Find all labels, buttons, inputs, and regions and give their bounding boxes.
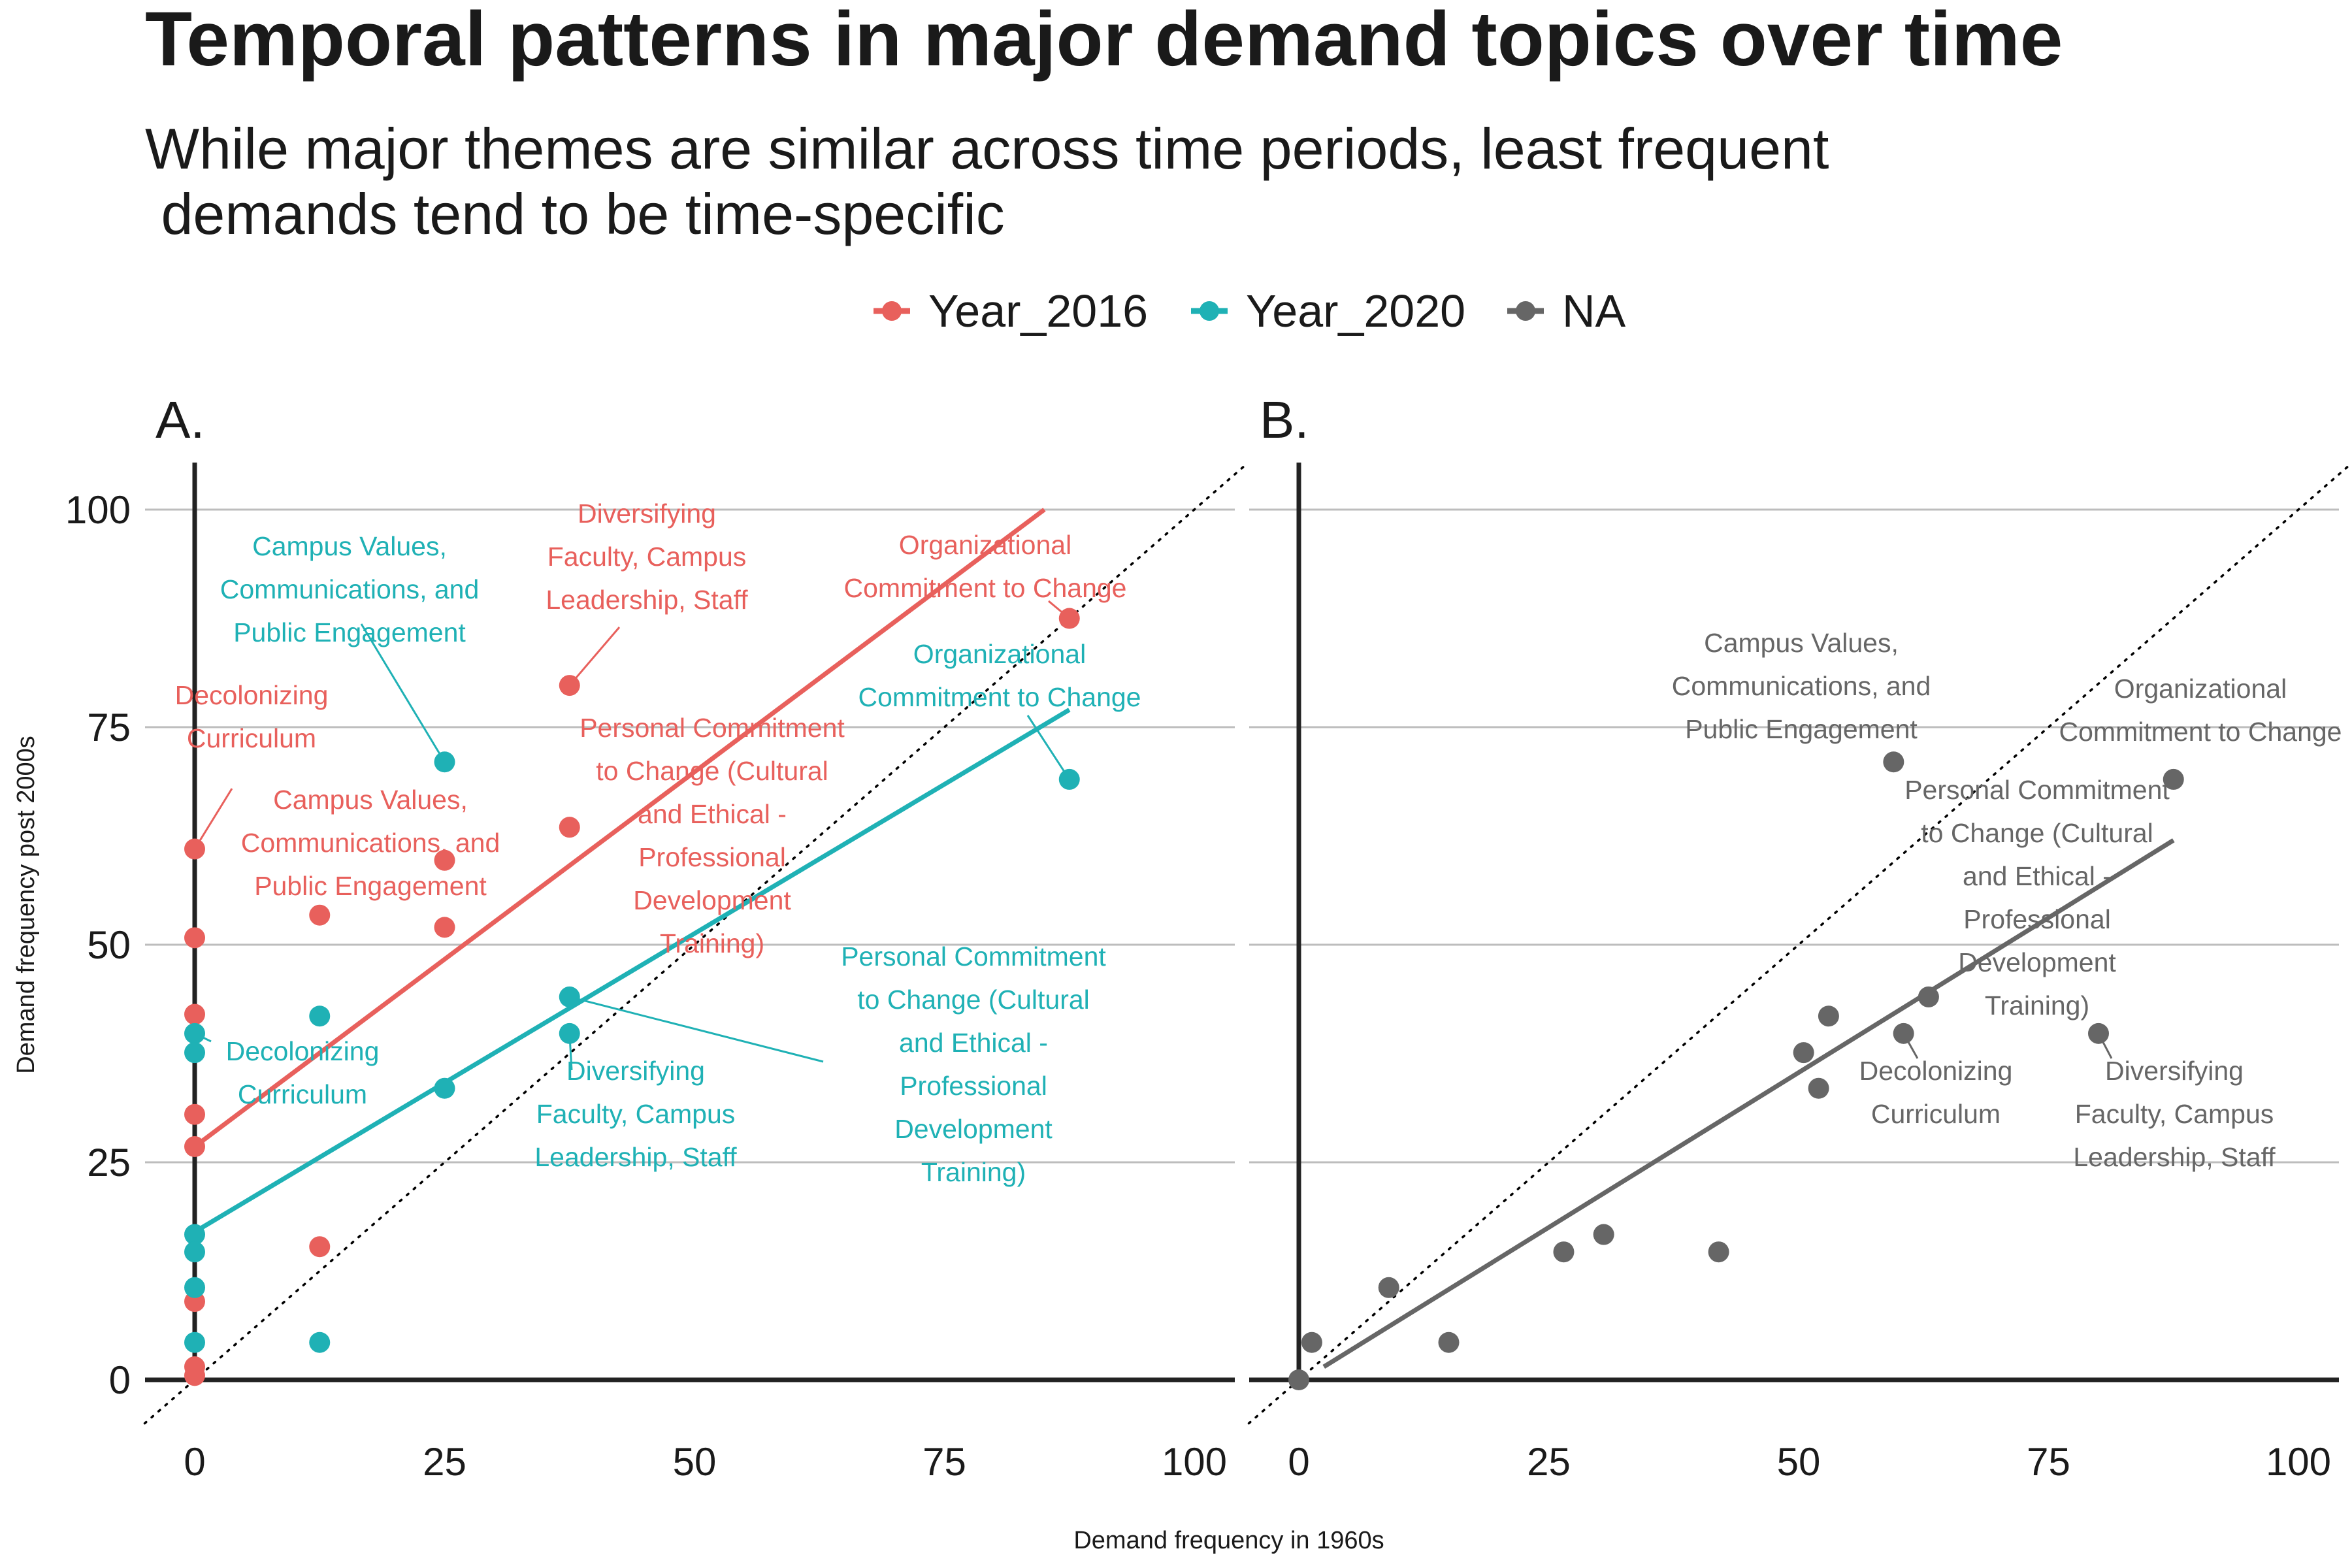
annotation-label: Diversifying Faculty, Campus Leadership, S… bbox=[534, 1056, 737, 1172]
panel-b-plot: 0 25 50 75 100 Campus Values, Communications, … bbox=[1247, 463, 2350, 1484]
data-point bbox=[1301, 1331, 1322, 1353]
annotation-label: Organizational Commitment to Change bbox=[858, 639, 1141, 712]
data-point bbox=[1893, 1022, 1914, 1044]
data-point bbox=[559, 817, 580, 838]
x-tick-label: 100 bbox=[2266, 1440, 2331, 1484]
data-point bbox=[1058, 608, 1080, 629]
annotation-leader-line bbox=[1026, 715, 1071, 780]
x-tick-label: 50 bbox=[673, 1440, 717, 1484]
data-point bbox=[184, 1241, 205, 1263]
annotation-label: Diversifying Faculty, Campus Leadership, S… bbox=[546, 498, 748, 615]
data-point bbox=[1793, 1042, 1814, 1064]
chart-title: Temporal patterns in major demand topics… bbox=[145, 0, 2063, 82]
data-point bbox=[184, 1022, 205, 1044]
x-tick-label: 0 bbox=[184, 1440, 205, 1484]
data-point bbox=[1918, 986, 1939, 1007]
annotation-leader-line bbox=[569, 996, 824, 1063]
legend-item-1: Year_2020 bbox=[1191, 286, 1465, 336]
annotation-label: Campus Values, Communications, and Public … bbox=[1672, 628, 1931, 744]
legend-item-2: NA bbox=[1507, 286, 1626, 336]
data-point bbox=[1593, 1224, 1614, 1245]
legend-label: Year_2016 bbox=[928, 286, 1148, 336]
x-axis-title: Demand frequency in 1960s bbox=[1073, 1527, 1384, 1554]
data-point bbox=[559, 986, 580, 1007]
annotation-label: Personal Commitment to Change (Cultural an… bbox=[1904, 775, 2170, 1021]
x-tick-label: 0 bbox=[1288, 1440, 1309, 1484]
annotation-leader-line bbox=[193, 788, 233, 850]
x-tick-label: 25 bbox=[1527, 1440, 1571, 1484]
x-tick-label: 75 bbox=[2027, 1440, 2070, 1484]
panel-a-tag: A. bbox=[155, 391, 205, 449]
y-tick-label: 100 bbox=[65, 488, 131, 532]
annotation-label: Organizational Commitment to Change bbox=[844, 530, 1127, 603]
legend-key-point bbox=[1516, 301, 1535, 321]
annotation-label: Campus Values, Communications, and Public … bbox=[241, 785, 500, 901]
y-tick-label: 50 bbox=[87, 923, 131, 967]
legend-item-0: Year_2016 bbox=[874, 286, 1148, 336]
y-tick-label: 75 bbox=[87, 706, 131, 749]
data-point bbox=[434, 849, 455, 871]
x-tick-label: 25 bbox=[423, 1440, 466, 1484]
data-point bbox=[434, 1077, 455, 1099]
data-point bbox=[1553, 1241, 1575, 1263]
annotation-label: Personal Commitment to Change (Cultural an… bbox=[841, 941, 1106, 1187]
data-point bbox=[434, 751, 455, 773]
trend-line bbox=[193, 708, 1071, 1234]
annotation-label: Campus Values, Communications, and Public … bbox=[220, 531, 480, 647]
chart-subtitle-line-2: demands tend to be time-specific bbox=[145, 182, 1005, 246]
data-point bbox=[559, 675, 580, 696]
y-tick-label: 25 bbox=[87, 1141, 131, 1184]
panel-b-tag: B. bbox=[1260, 391, 1309, 449]
data-point bbox=[559, 1022, 580, 1044]
y-axis-title: Demand frequency post 2000s bbox=[12, 736, 40, 1074]
annotation-label: Diversifying Faculty, Campus Leadership, S… bbox=[2073, 1056, 2276, 1172]
data-point bbox=[184, 1224, 205, 1245]
legend-key-point bbox=[882, 301, 902, 321]
trend-line bbox=[193, 508, 1046, 1149]
data-point bbox=[184, 1136, 205, 1158]
annotation-label: Decolonizing Curriculum bbox=[1859, 1056, 2013, 1129]
trend-line bbox=[1322, 838, 2175, 1369]
data-point bbox=[184, 838, 205, 860]
data-point bbox=[1883, 751, 1904, 773]
data-point bbox=[1708, 1241, 1729, 1263]
data-point bbox=[309, 904, 331, 926]
legend-label: Year_2020 bbox=[1246, 286, 1465, 336]
annotation-leader-line bbox=[568, 627, 621, 687]
data-point bbox=[1058, 768, 1080, 790]
data-point bbox=[184, 1103, 205, 1125]
data-point bbox=[309, 1236, 331, 1258]
data-point bbox=[309, 1331, 331, 1353]
data-point bbox=[1808, 1077, 1829, 1099]
legend-key-point bbox=[1200, 301, 1219, 321]
x-tick-label: 100 bbox=[1162, 1440, 1227, 1484]
x-tick-label: 75 bbox=[923, 1440, 966, 1484]
data-point bbox=[184, 1004, 205, 1025]
data-point bbox=[184, 1365, 205, 1386]
data-point bbox=[1288, 1369, 1309, 1390]
chart-subtitle-line-1: While major themes are similar across ti… bbox=[145, 116, 1829, 181]
data-point bbox=[434, 917, 455, 938]
legend: Year_2016 Year_2020 NA bbox=[874, 286, 1626, 336]
data-point bbox=[184, 1331, 205, 1353]
data-point bbox=[184, 1042, 205, 1064]
annotation-label: Decolonizing Curriculum bbox=[175, 680, 329, 753]
data-point bbox=[184, 927, 205, 949]
panel-a-plot: 0 25 50 75 100 0 25 50 75 100 Campus Values, Commun… bbox=[65, 463, 1246, 1484]
annotation-label: Decolonizing Curriculum bbox=[226, 1036, 380, 1109]
data-point bbox=[309, 1005, 331, 1027]
data-point bbox=[2088, 1022, 2109, 1044]
data-point bbox=[2163, 768, 2184, 790]
data-point bbox=[1818, 1005, 1839, 1027]
x-tick-label: 50 bbox=[1777, 1440, 1821, 1484]
legend-label: NA bbox=[1562, 286, 1626, 336]
data-point bbox=[1378, 1277, 1399, 1298]
data-point bbox=[184, 1277, 205, 1298]
annotation-label: Personal Commitment to Change (Cultural an… bbox=[580, 713, 845, 958]
data-point bbox=[1438, 1331, 1460, 1353]
annotation-label: Organizational Commitment to Change bbox=[2059, 674, 2342, 747]
y-tick-label: 0 bbox=[109, 1358, 131, 1402]
annotation-leader-line bbox=[360, 623, 446, 763]
